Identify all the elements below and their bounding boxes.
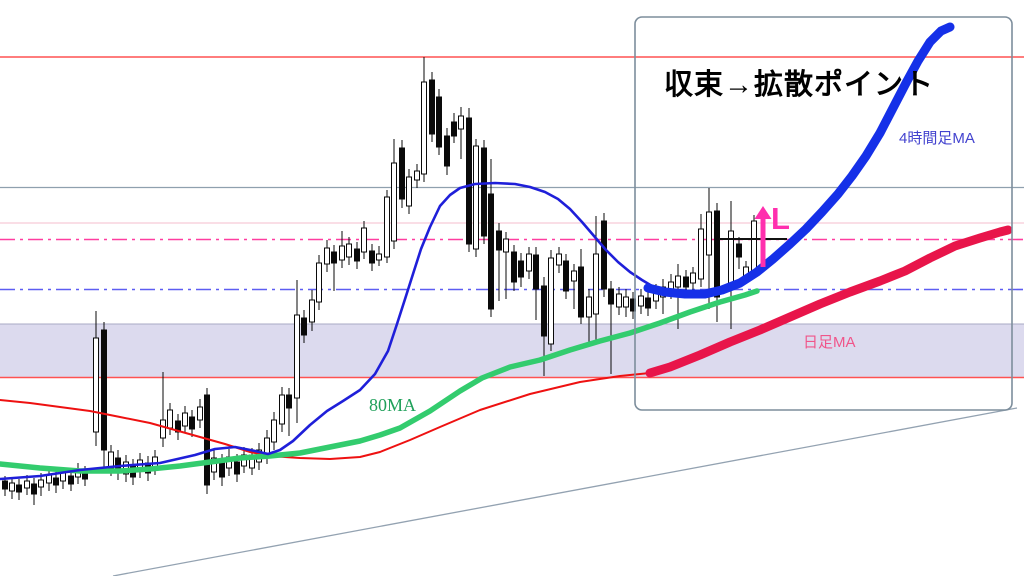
80ma xyxy=(0,288,760,474)
divergence-highlight-box xyxy=(634,16,1013,411)
rising-trendline xyxy=(112,407,1018,576)
long-entry-arrow-shaft xyxy=(760,219,766,267)
ma-80-label: 80MA xyxy=(369,395,417,415)
ma-4h-label: 4時間足MA xyxy=(899,130,975,147)
ma-daily-label: 日足MA xyxy=(803,334,856,351)
long-entry-arrow-head xyxy=(754,206,772,219)
daily-ma-projection xyxy=(645,225,1013,378)
4h-ma-projection xyxy=(643,22,955,299)
chart-title: 収束→拡散ポイント xyxy=(664,69,935,101)
4h-ma-history xyxy=(0,181,654,481)
candles xyxy=(2,57,757,505)
long-entry-label: L xyxy=(771,201,790,236)
